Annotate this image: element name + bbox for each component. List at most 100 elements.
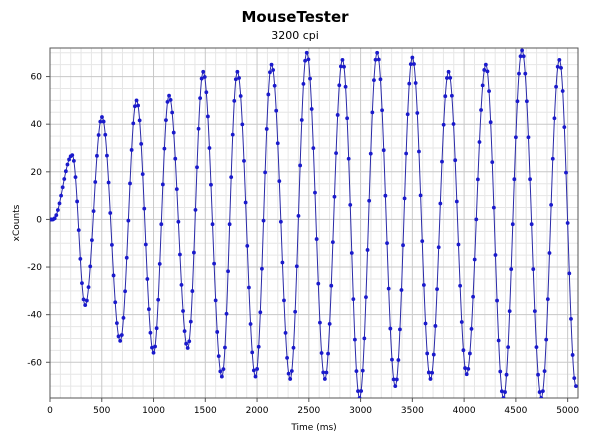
data-point bbox=[195, 165, 199, 170]
data-point bbox=[474, 217, 479, 222]
data-point bbox=[375, 50, 380, 55]
data-point bbox=[296, 213, 301, 218]
data-point bbox=[96, 133, 101, 137]
data-point bbox=[487, 89, 491, 94]
data-point bbox=[521, 54, 526, 59]
data-point bbox=[378, 77, 383, 82]
data-point bbox=[479, 108, 483, 112]
data-point bbox=[65, 162, 70, 167]
data-point bbox=[574, 384, 578, 388]
data-point bbox=[357, 396, 362, 398]
data-point bbox=[219, 374, 224, 379]
data-point bbox=[504, 372, 509, 377]
data-point bbox=[510, 222, 515, 227]
data-point bbox=[381, 148, 386, 153]
data-point bbox=[338, 64, 343, 69]
data-point bbox=[251, 368, 256, 373]
data-point bbox=[335, 113, 340, 117]
data-point bbox=[537, 390, 542, 394]
data-point bbox=[491, 205, 496, 210]
data-point bbox=[518, 54, 523, 59]
data-point bbox=[258, 310, 263, 315]
data-point bbox=[124, 255, 129, 260]
data-point bbox=[137, 118, 142, 123]
data-point bbox=[425, 351, 430, 356]
data-point bbox=[192, 250, 196, 255]
series-line bbox=[50, 49, 577, 398]
data-point bbox=[393, 384, 398, 388]
data-point bbox=[71, 158, 76, 163]
data-point bbox=[199, 76, 204, 81]
data-point bbox=[98, 119, 103, 124]
data-point bbox=[193, 208, 198, 212]
data-point bbox=[269, 62, 274, 67]
data-point bbox=[552, 116, 557, 121]
data-point bbox=[139, 142, 144, 146]
data-point bbox=[446, 69, 451, 74]
data-point bbox=[150, 345, 154, 350]
data-point bbox=[164, 118, 168, 123]
data-point bbox=[388, 326, 393, 331]
data-point bbox=[570, 353, 575, 357]
data-point bbox=[523, 71, 528, 76]
data-point bbox=[162, 146, 167, 151]
data-point bbox=[190, 289, 195, 293]
y-tick-label: 0 bbox=[36, 215, 42, 225]
data-point bbox=[280, 260, 285, 265]
data-point bbox=[398, 327, 402, 332]
data-point bbox=[471, 294, 475, 299]
data-point bbox=[235, 69, 240, 74]
data-point bbox=[224, 311, 229, 316]
data-point bbox=[466, 367, 471, 371]
data-point bbox=[515, 99, 520, 104]
data-point bbox=[75, 199, 80, 204]
data-point bbox=[275, 141, 280, 146]
data-point bbox=[286, 371, 291, 376]
data-point bbox=[503, 390, 507, 394]
x-axis-label: Time (ms) bbox=[290, 423, 336, 433]
data-point bbox=[349, 251, 354, 255]
data-point bbox=[343, 84, 348, 89]
data-point bbox=[101, 119, 106, 124]
data-point bbox=[140, 172, 145, 177]
data-point bbox=[342, 64, 346, 69]
data-point bbox=[264, 127, 269, 131]
data-point bbox=[448, 76, 453, 80]
data-point bbox=[142, 206, 147, 211]
data-point bbox=[119, 333, 124, 337]
data-point bbox=[367, 198, 372, 203]
data-point bbox=[319, 351, 324, 355]
data-point bbox=[408, 62, 413, 67]
data-point bbox=[282, 298, 286, 303]
data-point bbox=[173, 156, 178, 161]
data-point bbox=[501, 396, 506, 398]
data-point bbox=[567, 271, 572, 276]
data-point bbox=[168, 98, 173, 102]
data-point bbox=[373, 57, 378, 62]
data-point bbox=[488, 120, 493, 125]
data-point bbox=[306, 57, 311, 62]
data-point bbox=[345, 116, 350, 121]
data-point bbox=[278, 219, 283, 224]
data-point bbox=[557, 58, 562, 62]
data-point bbox=[212, 261, 216, 266]
data-point bbox=[202, 75, 207, 79]
data-point bbox=[401, 243, 405, 248]
data-point bbox=[436, 245, 441, 250]
chart-subtitle: 3200 cpi bbox=[271, 29, 319, 42]
data-point bbox=[542, 369, 547, 374]
data-point bbox=[383, 193, 388, 198]
data-point bbox=[391, 377, 396, 382]
data-point bbox=[454, 199, 459, 204]
data-point bbox=[128, 181, 132, 186]
data-point bbox=[380, 108, 384, 113]
data-point bbox=[354, 369, 359, 374]
data-point bbox=[88, 264, 93, 269]
data-point bbox=[311, 146, 316, 151]
data-point bbox=[498, 369, 503, 374]
data-point bbox=[332, 194, 337, 199]
data-point bbox=[230, 132, 235, 137]
data-point bbox=[63, 169, 68, 174]
data-point bbox=[226, 269, 230, 274]
data-point bbox=[274, 108, 279, 113]
